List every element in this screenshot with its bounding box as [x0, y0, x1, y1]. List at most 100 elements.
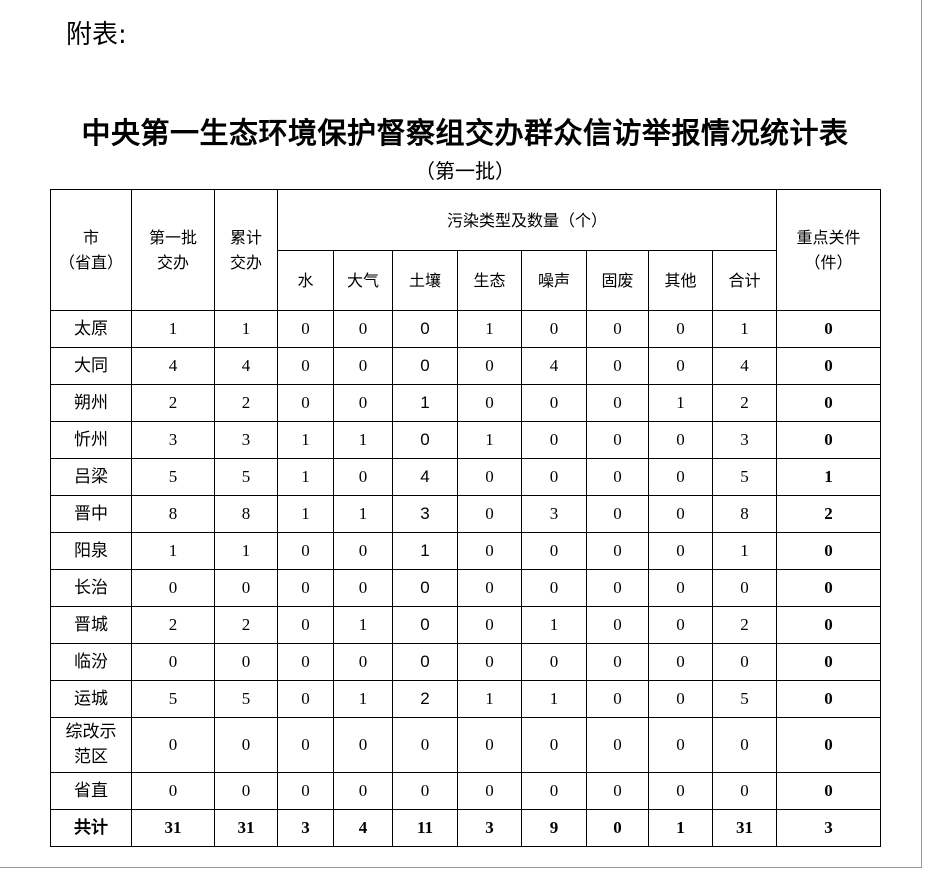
value-cell: 0	[586, 569, 649, 607]
value-cell: 0	[711, 717, 778, 773]
value-cell: 3	[392, 495, 458, 533]
value-cell: 5	[214, 680, 278, 718]
value-cell: 0	[521, 569, 587, 607]
value-cell: 1	[333, 495, 393, 533]
value-cell: 4	[333, 809, 393, 847]
header-pollution-type: 固废	[586, 250, 649, 311]
value-cell: 0	[214, 772, 278, 810]
value-cell: 2	[214, 384, 278, 422]
value-cell: 8	[131, 495, 215, 533]
city-cell: 忻州	[50, 421, 132, 459]
value-cell: 5	[214, 458, 278, 496]
value-cell: 3	[214, 421, 278, 459]
value-cell: 1	[521, 606, 587, 644]
value-cell: 11	[392, 809, 458, 847]
value-cell: 0	[457, 606, 522, 644]
value-cell: 0	[333, 772, 393, 810]
header-pollution-type: 噪声	[521, 250, 587, 311]
value-cell: 0	[776, 680, 882, 718]
value-cell: 0	[776, 569, 882, 607]
city-cell: 阳泉	[50, 532, 132, 570]
value-cell: 0	[711, 569, 778, 607]
city-cell: 临汾	[50, 643, 132, 681]
table-row: 晋中 8 8 1 1 3 0 3 0 0 8 2	[50, 495, 882, 533]
value-cell: 1	[392, 384, 458, 422]
header-pollution-type: 水	[277, 250, 334, 311]
value-cell: 0	[521, 532, 587, 570]
table-row: 太原 1 1 0 0 0 1 0 0 0 1 0	[50, 310, 882, 348]
value-cell: 1	[711, 532, 778, 570]
value-cell: 0	[521, 458, 587, 496]
value-cell: 0	[776, 606, 882, 644]
value-cell: 2	[131, 606, 215, 644]
value-cell: 0	[586, 495, 649, 533]
value-cell: 0	[776, 310, 882, 348]
city-cell: 晋中	[50, 495, 132, 533]
header-city: 市 （省直）	[50, 189, 132, 311]
value-cell: 0	[648, 310, 713, 348]
value-cell: 0	[586, 532, 649, 570]
value-cell: 1	[648, 384, 713, 422]
document-title: 中央第一生态环境保护督察组交办群众信访举报情况统计表	[81, 116, 849, 150]
value-cell: 1	[392, 532, 458, 570]
value-cell: 1	[457, 680, 522, 718]
value-cell: 0	[521, 310, 587, 348]
value-cell: 2	[392, 680, 458, 718]
value-cell: 0	[392, 772, 458, 810]
value-cell: 31	[214, 809, 278, 847]
value-cell: 0	[333, 347, 393, 385]
value-cell: 0	[131, 643, 215, 681]
value-cell: 0	[586, 717, 649, 773]
value-cell: 0	[131, 772, 215, 810]
table-row: 阳泉 1 1 0 0 1 0 0 0 0 1 0	[50, 532, 882, 570]
value-cell: 0	[648, 458, 713, 496]
value-cell: 0	[586, 643, 649, 681]
value-cell: 2	[711, 384, 778, 422]
value-cell: 0	[333, 717, 393, 773]
value-cell: 4	[392, 458, 458, 496]
value-cell: 3	[711, 421, 778, 459]
value-cell: 3	[457, 809, 522, 847]
value-cell: 4	[131, 347, 215, 385]
value-cell: 0	[586, 310, 649, 348]
header-key-cases: 重点关件 （件）	[776, 189, 882, 311]
value-cell: 2	[711, 606, 778, 644]
value-cell: 0	[521, 384, 587, 422]
value-cell: 5	[711, 680, 778, 718]
value-cell: 0	[648, 532, 713, 570]
value-cell: 1	[333, 606, 393, 644]
city-cell: 共计	[50, 809, 132, 847]
value-cell: 0	[648, 680, 713, 718]
value-cell: 1	[277, 495, 334, 533]
value-cell: 1	[333, 680, 393, 718]
value-cell: 0	[648, 495, 713, 533]
header-pollution-type: 土壤	[392, 250, 458, 311]
table-row: 吕梁 5 5 1 0 4 0 0 0 0 5 1	[50, 458, 882, 496]
value-cell: 0	[277, 643, 334, 681]
value-cell: 0	[333, 643, 393, 681]
value-cell: 1	[521, 680, 587, 718]
value-cell: 0	[586, 772, 649, 810]
value-cell: 0	[776, 772, 882, 810]
value-cell: 1	[131, 532, 215, 570]
value-cell: 0	[392, 717, 458, 773]
value-cell: 1	[214, 532, 278, 570]
value-cell: 0	[277, 606, 334, 644]
value-cell: 2	[776, 495, 882, 533]
value-cell: 0	[277, 717, 334, 773]
value-cell: 0	[586, 384, 649, 422]
value-cell: 0	[711, 643, 778, 681]
value-cell: 3	[131, 421, 215, 459]
value-cell: 0	[131, 569, 215, 607]
table-row: 大同 4 4 0 0 0 0 4 0 0 4 0	[50, 347, 882, 385]
document-subtitle: （第一批）	[415, 159, 515, 183]
value-cell: 0	[648, 347, 713, 385]
value-cell: 0	[586, 809, 649, 847]
value-cell: 0	[277, 310, 334, 348]
value-cell: 1	[333, 421, 393, 459]
value-cell: 0	[392, 421, 458, 459]
value-cell: 0	[648, 606, 713, 644]
value-cell: 0	[586, 458, 649, 496]
value-cell: 1	[131, 310, 215, 348]
table-row: 朔州 2 2 0 0 1 0 0 0 1 2 0	[50, 384, 882, 422]
